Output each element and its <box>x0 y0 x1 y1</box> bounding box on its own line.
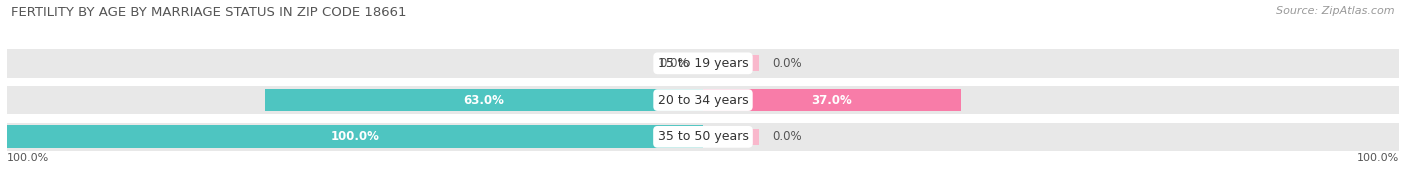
Bar <box>7 86 1399 114</box>
Text: 100.0%: 100.0% <box>1357 153 1399 163</box>
Bar <box>7 49 1399 78</box>
Text: Source: ZipAtlas.com: Source: ZipAtlas.com <box>1277 6 1395 16</box>
Text: 63.0%: 63.0% <box>464 93 505 107</box>
Text: 20 to 34 years: 20 to 34 years <box>658 93 748 107</box>
Bar <box>703 129 759 145</box>
Text: 100.0%: 100.0% <box>330 130 380 143</box>
Text: 35 to 50 years: 35 to 50 years <box>658 130 748 143</box>
Bar <box>264 89 703 112</box>
Bar <box>7 122 1399 151</box>
Text: 100.0%: 100.0% <box>7 153 49 163</box>
Text: 0.0%: 0.0% <box>659 57 689 70</box>
Bar <box>703 89 960 112</box>
Text: 37.0%: 37.0% <box>811 93 852 107</box>
Text: 15 to 19 years: 15 to 19 years <box>658 57 748 70</box>
Text: 0.0%: 0.0% <box>773 130 803 143</box>
Bar <box>703 55 759 71</box>
Bar <box>7 125 703 148</box>
Text: 0.0%: 0.0% <box>773 57 803 70</box>
Text: FERTILITY BY AGE BY MARRIAGE STATUS IN ZIP CODE 18661: FERTILITY BY AGE BY MARRIAGE STATUS IN Z… <box>11 6 406 19</box>
